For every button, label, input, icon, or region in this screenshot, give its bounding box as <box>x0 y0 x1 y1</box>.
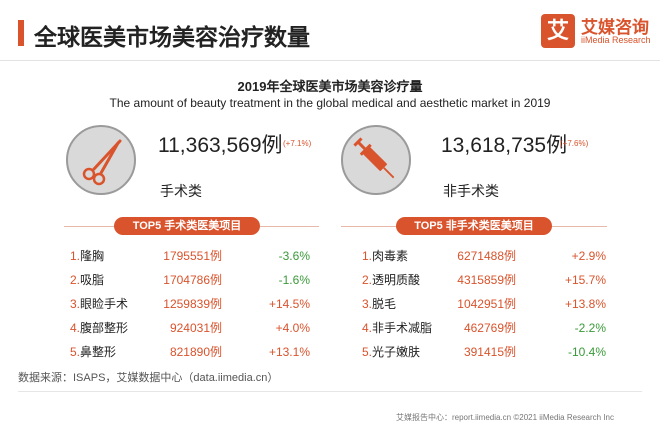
nonsurgical-row: 1. 肉毒素 6271488例 +2.9% <box>362 248 612 273</box>
syringe-icon <box>353 137 395 179</box>
row-growth: +2.9% <box>571 249 606 263</box>
row-item-name: 透明质酸 <box>372 273 421 287</box>
chart-title: 2019年全球医美市场美容诊疗量 <box>237 79 423 94</box>
row-item-name: 非手术减脂 <box>372 321 433 335</box>
row-item-name: 吸脂 <box>80 273 105 287</box>
row-growth: +14.5% <box>268 297 310 311</box>
row-count: 6271488例 <box>457 249 516 263</box>
row-count: 391415例 <box>463 345 516 359</box>
title-accent-bar <box>18 20 24 46</box>
nonsurgical-top5-header: TOP5 非手术类医美项目 <box>396 217 552 235</box>
row-growth: -2.2% <box>574 321 606 335</box>
surgical-row: 4. 腹部整形 924031例 +4.0% <box>70 320 320 345</box>
surgical-icon-circle <box>66 125 136 195</box>
surgical-top5-header: TOP5 手术类医美项目 <box>114 217 260 235</box>
row-count: 4315859例 <box>457 273 516 287</box>
row-growth: -10.4% <box>567 345 606 359</box>
nonsurgical-growth: (+7.6%) <box>560 139 589 148</box>
surgical-growth: (+7.1%) <box>283 139 312 148</box>
row-rank: 2. <box>362 273 373 287</box>
row-item-name: 眼睑手术 <box>80 297 129 311</box>
header-divider <box>0 60 660 61</box>
row-item-name: 脱毛 <box>372 297 397 311</box>
nonsurgical-icon-circle <box>341 125 411 195</box>
row-item-name: 肉毒素 <box>372 249 409 263</box>
footer-divider <box>18 391 642 392</box>
nonsurgical-row: 4. 非手术减脂 462769例 -2.2% <box>362 320 612 345</box>
row-growth: +13.1% <box>268 345 310 359</box>
row-rank: 3. <box>70 297 81 311</box>
surgical-label: 手术类 <box>160 183 202 199</box>
footer-copyright: 艾媒报告中心：report.iimedia.cn ©2021 iiMedia R… <box>396 413 614 422</box>
row-item-name: 鼻整形 <box>80 345 117 359</box>
nonsurgical-total: 13,618,735例 <box>441 134 568 157</box>
row-count: 924031例 <box>169 321 222 335</box>
brand-mark: 艾 <box>541 14 575 48</box>
brand-name: 艾媒咨询 <box>581 18 649 37</box>
row-rank: 1. <box>70 249 81 263</box>
row-growth: +15.7% <box>564 273 606 287</box>
row-rank: 4. <box>70 321 81 335</box>
nonsurgical-row: 5. 光子嫩肤 391415例 -10.4% <box>362 344 612 369</box>
row-count: 1042951例 <box>457 297 516 311</box>
row-item-name: 光子嫩肤 <box>372 345 421 359</box>
row-rank: 4. <box>362 321 373 335</box>
scissors-icon <box>82 139 122 186</box>
row-rank: 1. <box>362 249 373 263</box>
row-growth: -3.6% <box>278 249 310 263</box>
row-count: 1259839例 <box>163 297 222 311</box>
row-rank: 5. <box>70 345 81 359</box>
nonsurgical-label: 非手术类 <box>443 183 499 199</box>
row-growth: -1.6% <box>278 273 310 287</box>
row-growth: +4.0% <box>275 321 310 335</box>
nonsurgical-row: 3. 脱毛 1042951例 +13.8% <box>362 296 612 321</box>
row-count: 1704786例 <box>163 273 222 287</box>
chart-subtitle: The amount of beauty treatment in the gl… <box>109 96 551 110</box>
surgical-row: 5. 鼻整形 821890例 +13.1% <box>70 344 320 369</box>
row-item-name: 腹部整形 <box>80 321 129 335</box>
surgical-total: 11,363,569例 <box>158 134 283 157</box>
brand-sub: iiMedia Research <box>581 35 651 45</box>
row-growth: +13.8% <box>564 297 606 311</box>
surgical-row: 1. 隆胸 1795551例 -3.6% <box>70 248 320 273</box>
brand-logo: 艾 艾媒咨询 iiMedia Research <box>541 12 651 52</box>
row-rank: 2. <box>70 273 81 287</box>
nonsurgical-row: 2. 透明质酸 4315859例 +15.7% <box>362 272 612 297</box>
row-count: 462769例 <box>463 321 516 335</box>
row-rank: 3. <box>362 297 373 311</box>
surgical-row: 2. 吸脂 1704786例 -1.6% <box>70 272 320 297</box>
row-item-name: 隆胸 <box>80 249 105 263</box>
data-source: 数据来源：ISAPS，艾媒数据中心（data.iimedia.cn） <box>18 372 279 384</box>
page-title: 全球医美市场美容治疗数量 <box>34 24 310 50</box>
row-count: 1795551例 <box>163 249 222 263</box>
surgical-row: 3. 眼睑手术 1259839例 +14.5% <box>70 296 320 321</box>
row-count: 821890例 <box>169 345 222 359</box>
row-rank: 5. <box>362 345 373 359</box>
